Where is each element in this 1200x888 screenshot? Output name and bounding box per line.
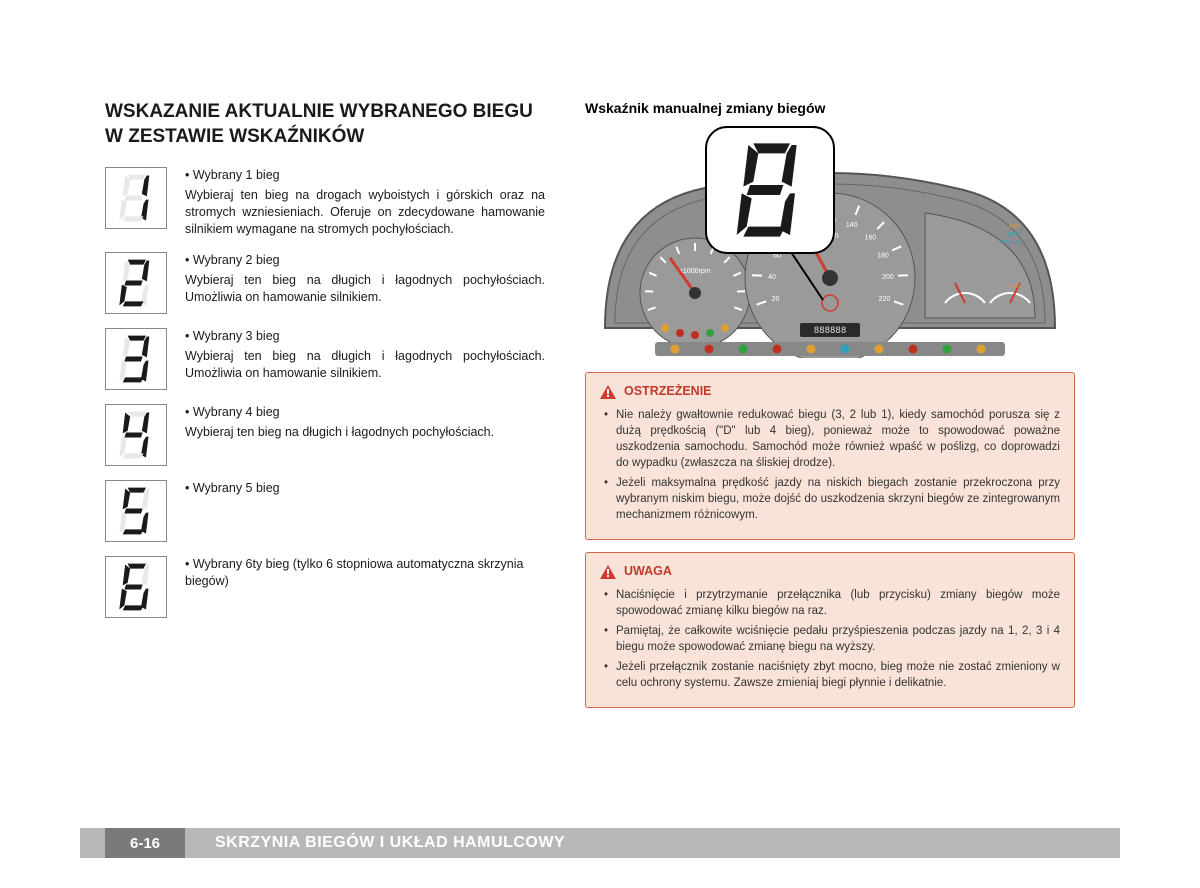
svg-text:4WD: 4WD: [1009, 224, 1021, 230]
svg-text:888888: 888888: [814, 326, 847, 336]
warning-item: Jeżeli maksymalna prędkość jazdy na nisk…: [604, 475, 1060, 523]
caution-item: Jeżeli przełącznik zostanie naciśnięty z…: [604, 659, 1060, 691]
footer-bar: 6-16 SKRZYNIA BIEGÓW I UKŁAD HAMULCOWY: [80, 828, 1120, 858]
gear-indicator-callout: [705, 126, 835, 254]
svg-text:x1000rpm: x1000rpm: [679, 268, 710, 275]
gear-desc: Wybieraj ten bieg na drogach wyboistych …: [185, 187, 545, 238]
svg-text:220: 220: [879, 296, 891, 303]
gear-digit-box: [105, 167, 167, 229]
gear-title: Wybrany 4 bieg: [185, 404, 545, 421]
seven-seg-6-icon: [119, 562, 153, 612]
gear-row-6: Wybrany 6ty bieg (tylko 6 stopniowa auto…: [105, 556, 545, 618]
warning-box: OSTRZEŻENIE Nie należy gwałtownie reduko…: [585, 372, 1075, 540]
svg-text:140: 140: [846, 222, 858, 229]
warning-triangle-icon: [600, 385, 616, 399]
gear-title: Wybrany 1 bieg: [185, 167, 545, 184]
svg-text:TPMS: TPMS: [1006, 284, 1021, 290]
svg-text:20: 20: [772, 296, 780, 303]
right-column: Wskaźnik manualnej zmiany biegów x1000rp…: [585, 100, 1075, 720]
svg-text:180: 180: [877, 252, 889, 259]
caution-label: UWAGA: [624, 563, 672, 581]
gear-text: Wybrany 2 bieg Wybieraj ten bieg na dług…: [185, 252, 545, 306]
svg-text:200: 200: [882, 274, 894, 281]
main-heading: WSKAZANIE AKTUALNIE WYBRANEGO BIEGU W ZE…: [105, 100, 545, 149]
page-number: 6-16: [105, 828, 185, 858]
caution-item: Naciśnięcie i przytrzymanie przełącznika…: [604, 587, 1060, 619]
gear-title: Wybrany 6ty bieg (tylko 6 stopniowa auto…: [185, 556, 545, 590]
gear-row-3: Wybrany 3 bieg Wybieraj ten bieg na dług…: [105, 328, 545, 390]
gear-desc: Wybieraj ten bieg na długich i łagodnych…: [185, 272, 545, 306]
svg-text:40: 40: [768, 274, 776, 281]
gear-desc: Wybieraj ten bieg na długich i łagodnych…: [185, 424, 545, 441]
gear-text: Wybrany 1 bieg Wybieraj ten bieg na drog…: [185, 167, 545, 238]
left-column: WSKAZANIE AKTUALNIE WYBRANEGO BIEGU W ZE…: [105, 100, 545, 720]
gear-row-4: Wybrany 4 bieg Wybieraj ten bieg na dług…: [105, 404, 545, 466]
caution-triangle-icon: [600, 565, 616, 579]
warning-item: Nie należy gwałtownie redukować biegu (3…: [604, 407, 1060, 471]
seven-seg-4-icon: [119, 410, 153, 460]
caution-item: Pamiętaj, że całkowite wciśnięcie pedału…: [604, 623, 1060, 655]
gear-title: Wybrany 5 bieg: [185, 480, 545, 497]
gear-digit-box: [105, 556, 167, 618]
gear-row-1: Wybrany 1 bieg Wybieraj ten bieg na drog…: [105, 167, 545, 238]
svg-text:WINTER: WINTER: [1000, 240, 1020, 246]
seven-seg-1-icon: [119, 173, 153, 223]
svg-text:160: 160: [864, 234, 876, 241]
caution-box: UWAGA Naciśnięcie i przytrzymanie przełą…: [585, 552, 1075, 708]
footer-title: SKRZYNIA BIEGÓW I UKŁAD HAMULCOWY: [215, 834, 565, 852]
gear-digit-box: [105, 252, 167, 314]
dashboard-illustration: x1000rpm20406080100120140160180200220km/…: [585, 128, 1075, 358]
gear-text: Wybrany 5 bieg: [185, 480, 545, 500]
gear-list: Wybrany 1 bieg Wybieraj ten bieg na drog…: [105, 167, 545, 618]
seven-seg-8-icon: [735, 140, 805, 240]
gear-text: Wybrany 3 bieg Wybieraj ten bieg na dług…: [185, 328, 545, 382]
svg-text:AUTO: AUTO: [1006, 232, 1020, 238]
gear-text: Wybrany 4 bieg Wybieraj ten bieg na dług…: [185, 404, 545, 441]
gear-digit-box: [105, 328, 167, 390]
warning-label: OSTRZEŻENIE: [624, 383, 712, 401]
gear-row-2: Wybrany 2 bieg Wybieraj ten bieg na dług…: [105, 252, 545, 314]
seven-seg-2-icon: [119, 258, 153, 308]
gear-text: Wybrany 6ty bieg (tylko 6 stopniowa auto…: [185, 556, 545, 593]
gear-digit-box: [105, 404, 167, 466]
right-heading: Wskaźnik manualnej zmiany biegów: [585, 100, 1075, 116]
gear-title: Wybrany 3 bieg: [185, 328, 545, 345]
seven-seg-3-icon: [119, 334, 153, 384]
gear-desc: Wybieraj ten bieg na długich i łagodnych…: [185, 348, 545, 382]
gear-row-5: Wybrany 5 bieg: [105, 480, 545, 542]
seven-seg-5-icon: [119, 486, 153, 536]
gear-digit-box: [105, 480, 167, 542]
gear-title: Wybrany 2 bieg: [185, 252, 545, 269]
